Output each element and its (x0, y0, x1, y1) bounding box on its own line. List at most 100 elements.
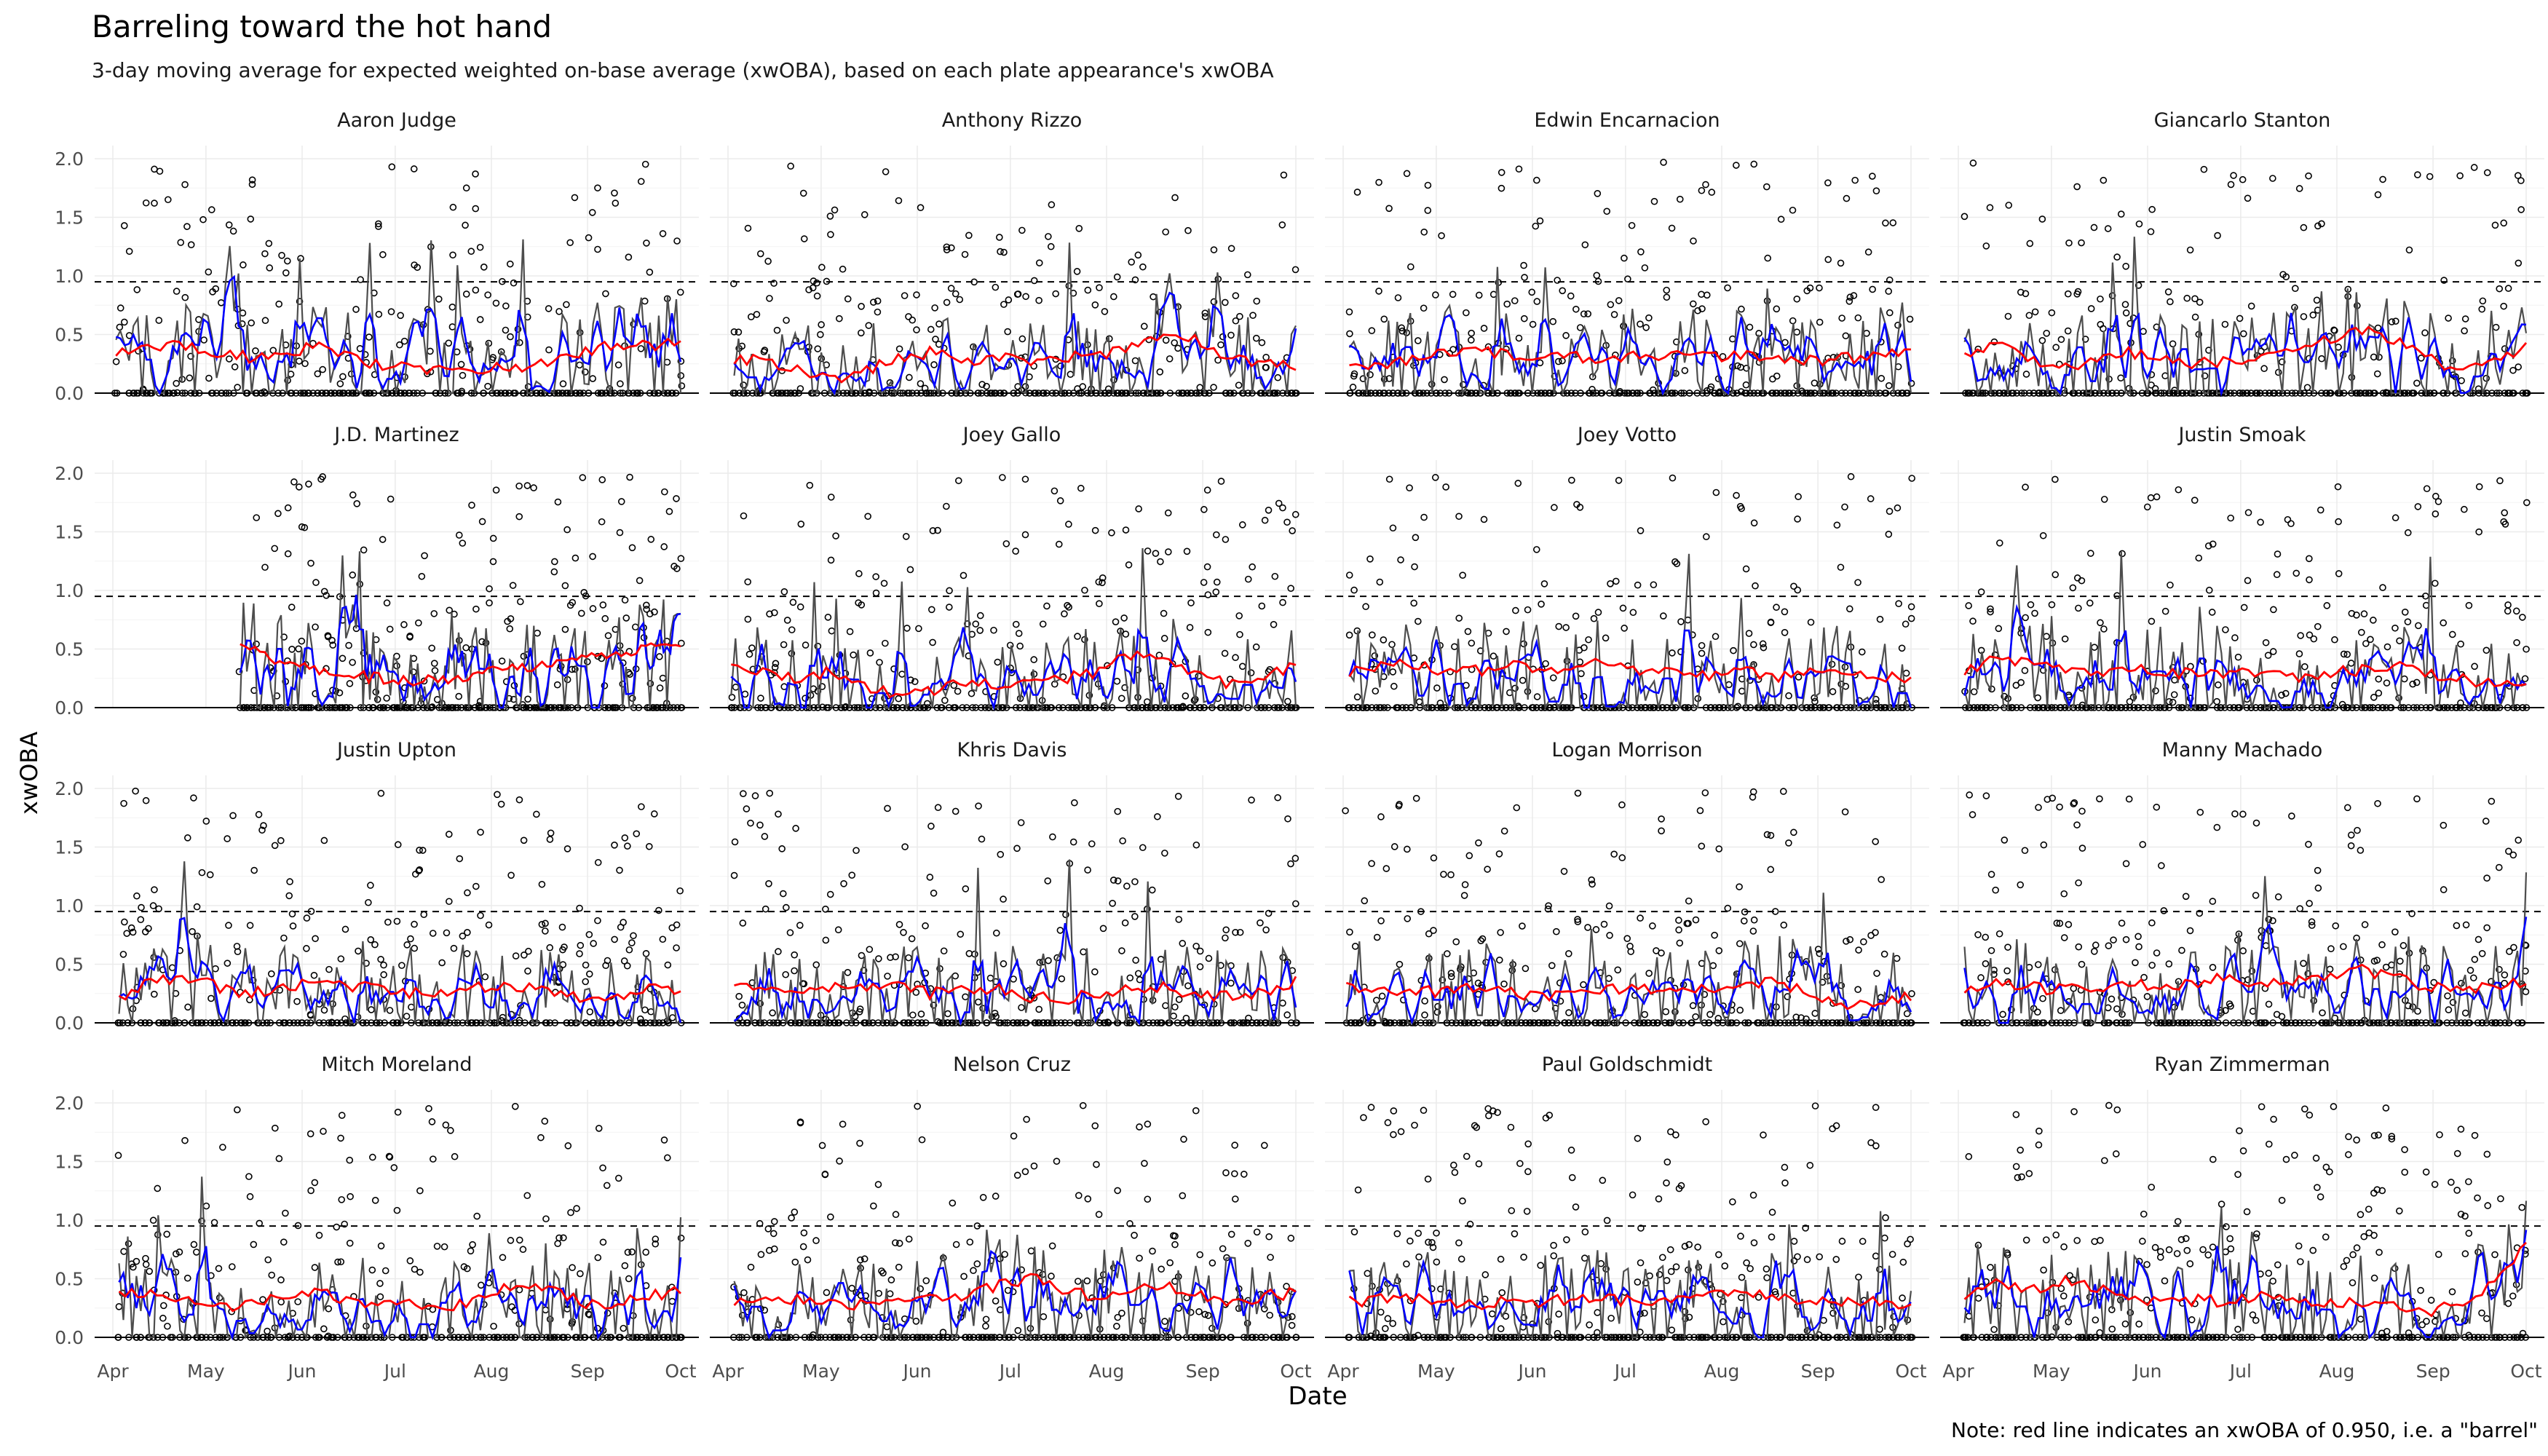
plate-appearance-point (1432, 291, 1439, 298)
plate-appearance-point (510, 279, 518, 287)
plate-appearance-point (1847, 472, 1855, 480)
plate-appearance-point (454, 704, 462, 711)
y-tick-label: 1.5 (55, 207, 84, 229)
plate-appearance-point (2213, 697, 2220, 705)
plate-appearance-point (2122, 263, 2129, 270)
plate-appearance-point (1095, 578, 1103, 586)
plate-appearance-point (641, 297, 649, 305)
plate-appearance-point (923, 700, 931, 708)
plate-appearance-point (2031, 308, 2039, 316)
plate-appearance-point (836, 314, 843, 323)
plate-appearance-point (1113, 389, 1121, 397)
plate-appearance-point (1030, 656, 1037, 663)
y-tick-label: 2.0 (55, 463, 84, 484)
plate-appearance-point (1359, 375, 1367, 382)
plate-appearance-point (1574, 789, 1582, 797)
plate-appearance-point (1854, 986, 1861, 994)
plate-appearance-point (383, 599, 391, 607)
plate-appearance-point (1040, 389, 1048, 397)
plate-appearance-point (1217, 478, 1225, 485)
plate-appearance-point (2039, 994, 2046, 1002)
plate-appearance-point (2130, 389, 2137, 397)
plate-appearance-point (909, 1011, 917, 1019)
plate-appearance-point (766, 789, 774, 797)
plate-appearance-point (1069, 704, 1077, 711)
plate-appearance-point (2261, 389, 2269, 397)
plate-appearance-point (1772, 389, 1779, 397)
plate-appearance-point (1969, 617, 1977, 625)
plate-appearance-point (1018, 335, 1026, 343)
plate-appearance-point (1520, 314, 1528, 323)
plate-appearance-point (248, 181, 256, 189)
plate-appearance-point (1144, 547, 1152, 555)
plate-appearance-point (550, 568, 558, 576)
plate-appearance-point (261, 250, 269, 258)
plate-appearance-point (1837, 389, 1845, 397)
plate-appearance-point (1698, 305, 1706, 312)
plate-appearance-point (1406, 484, 1413, 491)
plate-appearance-point (1842, 332, 1850, 340)
plate-appearance-point (739, 919, 747, 927)
plate-appearance-point (601, 614, 609, 622)
plate-appearance-point (1733, 389, 1741, 397)
plate-appearance-point (113, 389, 121, 397)
plate-appearance-point (731, 838, 739, 846)
plate-appearance-point (1568, 476, 1575, 484)
plate-appearance-point (246, 922, 254, 929)
smoothed-average-line (731, 649, 1297, 699)
plate-appearance-point (594, 389, 602, 397)
plate-appearance-point (1244, 575, 1252, 583)
chart-title: Barreling toward the hot hand (92, 9, 553, 44)
plate-appearance-point (1249, 312, 1257, 319)
plate-appearance-point (218, 389, 226, 397)
plate-appearance-point (1685, 389, 1693, 397)
plate-appearance-point (1069, 838, 1077, 846)
plate-appearance-point (1886, 276, 1894, 284)
plate-appearance-point (2227, 181, 2235, 189)
plate-appearance-point (187, 352, 194, 360)
plate-appearance-point (1210, 384, 1217, 391)
plate-appearance-point (1416, 389, 1424, 397)
plate-appearance-point (386, 1007, 394, 1014)
plate-appearance-point (745, 650, 753, 658)
plate-appearance-point (850, 651, 857, 659)
plate-appearance-point (379, 536, 387, 543)
plate-appearance-point (813, 279, 820, 287)
plate-appearance-point (1974, 345, 1982, 353)
plate-appearance-point (225, 922, 232, 929)
plate-appearance-point (2426, 389, 2434, 397)
plate-appearance-point (1548, 962, 1556, 970)
plate-appearance-point (2231, 810, 2239, 818)
plate-appearance-point (2161, 607, 2169, 615)
plate-appearance-point (858, 303, 865, 310)
plate-appearance-point (173, 379, 181, 387)
plate-appearance-point (312, 935, 319, 943)
plate-appearance-point (2309, 311, 2317, 319)
plate-appearance-point (2370, 617, 2377, 624)
plate-appearance-point (2158, 862, 2165, 869)
plate-appearance-point (301, 523, 309, 531)
plate-appearance-point (660, 543, 668, 550)
plate-appearance-point (913, 326, 920, 333)
plate-appearance-point (370, 389, 378, 397)
plate-appearance-point (1162, 1002, 1169, 1010)
plate-appearance-point (366, 389, 374, 397)
plate-appearance-point (760, 348, 768, 355)
plate-appearance-point (1161, 704, 1168, 711)
plate-appearance-point (1562, 624, 1570, 631)
plate-appearance-point (1275, 499, 1283, 507)
plate-appearance-point (646, 269, 654, 276)
plate-appearance-point (2501, 509, 2509, 517)
plate-appearance-point (635, 704, 643, 711)
plate-appearance-point (446, 898, 453, 906)
plate-appearance-point (243, 704, 250, 711)
plate-appearance-point (1249, 563, 1256, 571)
plate-appearance-point (1030, 389, 1038, 397)
plate-appearance-point (1442, 483, 1449, 491)
plate-appearance-point (125, 248, 133, 256)
y-tick-label: 2.0 (55, 149, 84, 170)
plate-appearance-point (900, 929, 907, 936)
plate-appearance-point (2391, 928, 2399, 935)
plate-appearance-point (2415, 622, 2422, 630)
plate-appearance-point (1685, 897, 1693, 905)
